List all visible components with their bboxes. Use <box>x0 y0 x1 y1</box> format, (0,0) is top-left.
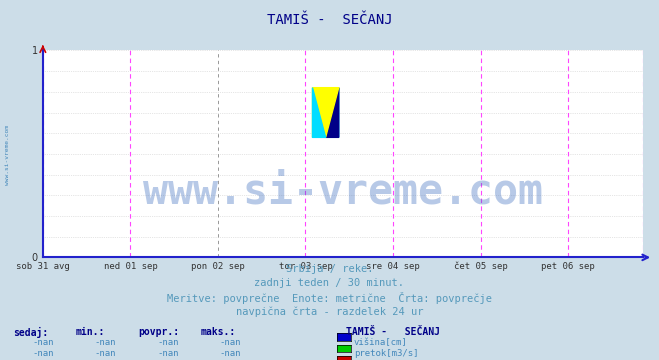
Text: pretok[m3/s]: pretok[m3/s] <box>354 349 418 358</box>
Text: www.si-vreme.com: www.si-vreme.com <box>143 170 542 212</box>
Text: Meritve: povprečne  Enote: metrične  Črta: povprečje: Meritve: povprečne Enote: metrične Črta:… <box>167 292 492 304</box>
Text: -nan: -nan <box>158 338 179 347</box>
Text: min.:: min.: <box>76 327 105 337</box>
Polygon shape <box>312 88 339 138</box>
Polygon shape <box>312 88 339 138</box>
Polygon shape <box>312 88 326 138</box>
Text: -nan: -nan <box>95 349 116 358</box>
Text: TAMIŠ -   SEČANJ: TAMIŠ - SEČANJ <box>346 327 440 337</box>
Polygon shape <box>312 88 339 138</box>
Text: -nan: -nan <box>32 349 53 358</box>
Text: -nan: -nan <box>32 338 53 347</box>
Text: navpična črta - razdelek 24 ur: navpična črta - razdelek 24 ur <box>236 307 423 317</box>
Text: Srbija / reke.: Srbija / reke. <box>286 264 373 274</box>
Text: www.si-vreme.com: www.si-vreme.com <box>5 125 11 185</box>
Polygon shape <box>326 88 339 138</box>
Text: maks.:: maks.: <box>201 327 236 337</box>
Text: povpr.:: povpr.: <box>138 327 179 337</box>
Text: -nan: -nan <box>158 349 179 358</box>
Text: -nan: -nan <box>220 338 241 347</box>
Text: -nan: -nan <box>220 349 241 358</box>
Text: TAMIŠ -  SEČANJ: TAMIŠ - SEČANJ <box>267 13 392 27</box>
Text: višina[cm]: višina[cm] <box>354 338 408 347</box>
Text: sedaj:: sedaj: <box>13 327 48 338</box>
Text: -nan: -nan <box>95 338 116 347</box>
Text: zadnji teden / 30 minut.: zadnji teden / 30 minut. <box>254 278 405 288</box>
